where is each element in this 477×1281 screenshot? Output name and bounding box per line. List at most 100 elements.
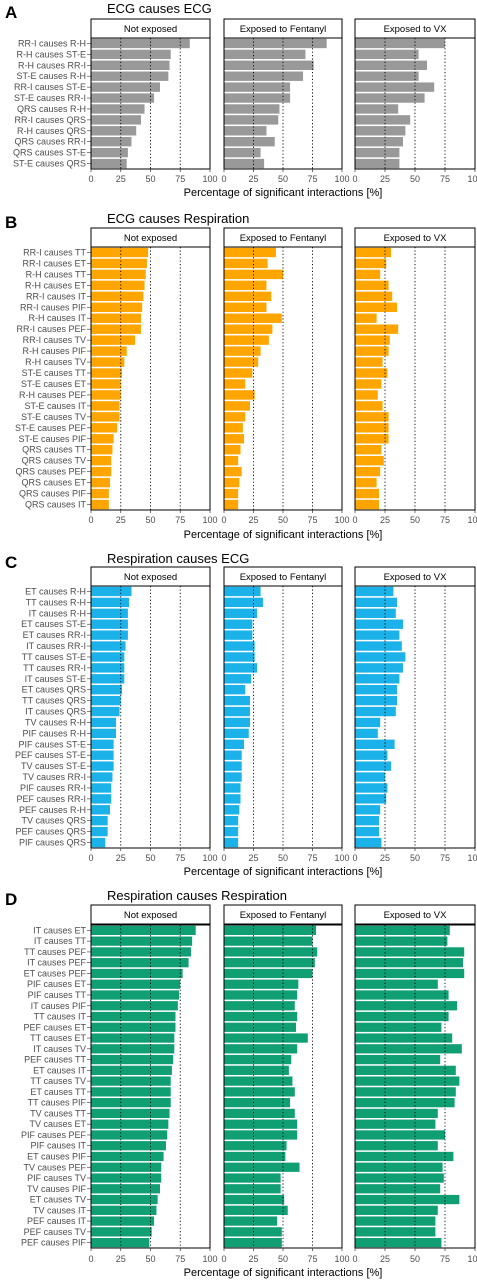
bar [224, 619, 253, 629]
category-label: ET causes IT [33, 1065, 86, 1075]
bar [355, 1011, 449, 1022]
x-tick-label: 50 [278, 853, 288, 863]
bar [224, 477, 240, 488]
category-label: TT causes QRS [22, 696, 86, 706]
bar [355, 1054, 441, 1065]
bar [224, 247, 276, 258]
category-label: IT causes QRS [25, 707, 86, 717]
category-label: TT causes RR-I [23, 663, 86, 673]
category-label: ST-E causes RR-I [14, 93, 86, 103]
category-label: ET causes TV [30, 1195, 86, 1205]
category-label: IT causes RR-I [26, 641, 86, 651]
category-label: RR-I causes TV [23, 335, 86, 345]
bar [91, 1141, 166, 1151]
bar [224, 434, 245, 444]
bar [224, 663, 258, 673]
bar [355, 1098, 455, 1108]
x-tick-label: 0 [352, 515, 357, 525]
panel-title: Respiration causes Respiration [107, 888, 287, 903]
bar [355, 302, 397, 312]
bar [91, 455, 112, 466]
bar [224, 772, 242, 782]
bar [91, 728, 116, 739]
bar [91, 1076, 171, 1086]
x-tick-label: 25 [116, 853, 126, 863]
bar [355, 652, 406, 662]
panel-letter: B [5, 213, 17, 232]
bar [355, 968, 465, 979]
x-tick-label: 0 [352, 853, 357, 863]
bar [224, 280, 267, 291]
panel-d: D Respiration causes Respiration IT causes… [5, 888, 477, 1279]
bar [91, 695, 121, 706]
category-label: RR-I causes PIF [20, 302, 87, 312]
bar [355, 783, 388, 793]
bar [355, 837, 382, 848]
bar [224, 1065, 289, 1075]
facet-label: Not exposed [124, 572, 177, 583]
bar [224, 1162, 300, 1172]
x-tick-label: 25 [116, 515, 126, 525]
bar [91, 816, 108, 826]
category-label: TT causes R-H [26, 597, 86, 607]
bar [355, 826, 379, 837]
category-label: QRS causes RR-I [14, 137, 86, 147]
bar [224, 685, 246, 695]
bar [355, 794, 387, 804]
bar [355, 104, 399, 114]
bar [224, 990, 298, 1000]
category-label: TV causes ET [29, 1119, 86, 1129]
bar [355, 1184, 441, 1194]
bar [355, 1001, 457, 1011]
bar [224, 1141, 287, 1151]
x-axis-title: Percentage of significant interactions [… [184, 529, 383, 541]
x-tick-label: 100 [202, 853, 217, 863]
bar [224, 158, 265, 169]
bar [355, 412, 389, 422]
bar [224, 390, 255, 400]
bar [91, 82, 161, 92]
bar [355, 466, 381, 477]
x-tick-label: 0 [88, 853, 93, 863]
x-tick-label: 50 [145, 1254, 155, 1264]
facet: Not exposed 0 25 50 75 100 [88, 227, 218, 525]
category-label: IT causes ST-E [25, 674, 86, 684]
category-label: ET causes PIF [27, 1151, 86, 1161]
bar [224, 1033, 308, 1043]
bar [224, 258, 268, 269]
bar [224, 82, 291, 92]
facet-label: Exposed to Fentanyl [240, 24, 327, 35]
x-tick-label: 50 [145, 853, 155, 863]
bar [224, 641, 255, 651]
bar [224, 93, 291, 103]
category-label: PEF causes QRS [15, 827, 86, 837]
x-tick-label: 75 [307, 1254, 317, 1264]
bar [91, 302, 143, 312]
x-tick-label: 100 [467, 515, 477, 525]
x-tick-label: 25 [116, 174, 126, 184]
bar [224, 466, 242, 477]
bar [355, 346, 389, 356]
bar [224, 445, 241, 455]
category-label: QRS causes PEF [15, 467, 86, 477]
facet-label: Exposed to Fentanyl [240, 572, 327, 583]
x-tick-label: 50 [410, 1254, 420, 1264]
bar [91, 335, 136, 345]
bar [91, 1205, 157, 1215]
bar [224, 1054, 292, 1065]
bar [224, 750, 242, 760]
x-tick-label: 25 [248, 174, 258, 184]
facet-label: Not exposed [124, 910, 177, 921]
bar [91, 313, 141, 323]
category-label: RR-I causes TT [23, 247, 86, 257]
bar [355, 324, 399, 334]
bar [224, 630, 253, 640]
category-label: R-H causes ST-E [16, 49, 86, 59]
facet: Not exposed 0 25 50 75 100 [88, 904, 218, 1264]
bar [91, 1033, 175, 1043]
category-label: RR-I causes ST-E [14, 82, 86, 92]
bar [91, 968, 183, 979]
x-tick-label: 25 [116, 1254, 126, 1264]
bar [224, 1108, 295, 1119]
bar [224, 1130, 298, 1140]
